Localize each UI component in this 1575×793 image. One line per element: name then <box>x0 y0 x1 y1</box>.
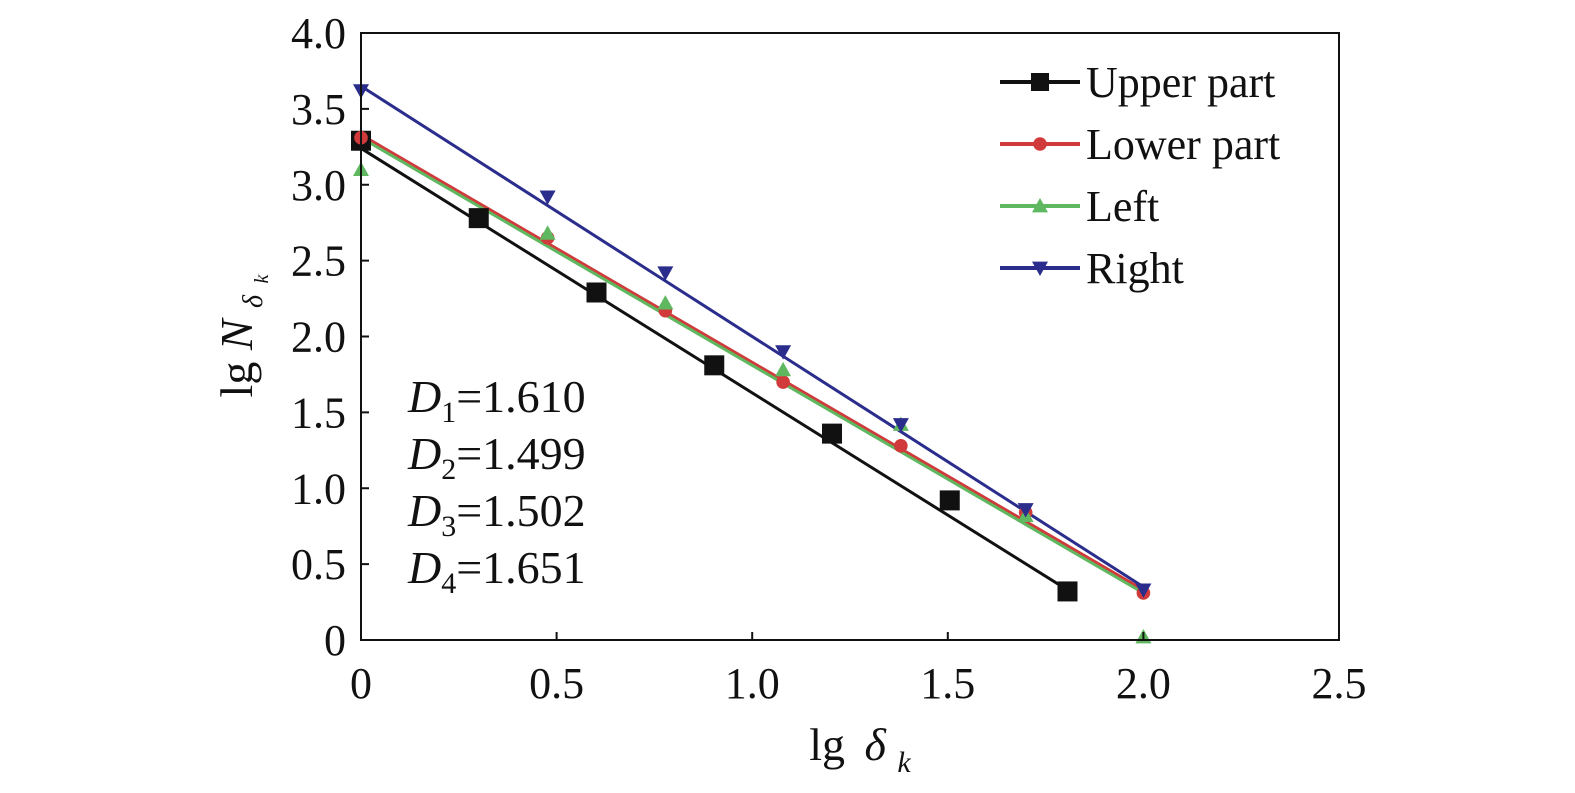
legend-label-right: Right <box>1086 244 1184 293</box>
fractal-dimension-3: D3=1.502 <box>407 485 586 543</box>
legend-marker-left <box>1032 198 1048 213</box>
x-axis: 0 0.5 1.0 1.5 2.0 2.5 <box>350 632 1367 708</box>
legend-label-left: Left <box>1086 182 1159 231</box>
point-upper-part <box>1057 581 1078 602</box>
y-tick-label: 0.5 <box>291 540 346 589</box>
x-tick-label: 0.5 <box>529 659 584 708</box>
point-right <box>539 190 556 205</box>
x-tick-label: 2.0 <box>1116 659 1171 708</box>
point-lower-part <box>894 438 908 453</box>
fit-line-left <box>360 136 1145 595</box>
legend-marker-lower-part <box>1033 137 1047 151</box>
y-tick-label: 4.0 <box>291 9 346 58</box>
y-axis: 0 0.5 1.0 1.5 2.0 2.5 3.0 3.5 4.0 <box>291 9 369 665</box>
x-tick-label: 0 <box>350 659 372 708</box>
point-upper-part <box>586 282 607 303</box>
y-tick-label: 2.5 <box>291 237 346 286</box>
x-tick-label: 2.5 <box>1312 659 1367 708</box>
point-right <box>775 345 792 360</box>
x-axis-label: lg δ k <box>809 719 911 779</box>
y-axis-label: lg N δ k <box>211 273 273 397</box>
fractal-dimension-4: D4=1.651 <box>407 542 586 600</box>
point-upper-part <box>939 490 960 511</box>
point-left <box>775 361 792 377</box>
point-upper-part <box>704 355 725 376</box>
point-right <box>657 266 674 281</box>
point-lower-part <box>776 375 790 389</box>
point-right <box>1017 503 1034 518</box>
y-tick-label: 1.5 <box>291 388 346 437</box>
y-tick-label: 0 <box>324 616 346 665</box>
fractal-dimension-1: D1=1.610 <box>407 371 586 429</box>
point-right <box>892 418 909 433</box>
legend-label-upper-part: Upper part <box>1086 58 1275 107</box>
x-tick-label: 1.0 <box>725 659 780 708</box>
y-tick-label: 1.0 <box>291 464 346 513</box>
fit-line-right <box>360 84 1145 589</box>
y-tick-label: 3.0 <box>291 161 346 210</box>
point-left <box>539 225 556 240</box>
legend: Upper part Lower part Left Right <box>1000 58 1280 293</box>
point-upper-part <box>468 208 489 229</box>
fit-line-lower-part <box>360 133 1145 592</box>
legend-label-lower-part: Lower part <box>1086 120 1280 169</box>
fractal-dimension-2: D2=1.499 <box>407 428 586 486</box>
point-right <box>1135 583 1152 598</box>
legend-marker-upper-part <box>1031 73 1049 91</box>
x-tick-label: 1.5 <box>920 659 975 708</box>
y-tick-label: 3.5 <box>291 85 346 134</box>
markers <box>351 84 1152 644</box>
legend-marker-right <box>1032 261 1048 276</box>
point-upper-part <box>822 423 843 444</box>
y-tick-label: 2.0 <box>291 313 346 362</box>
point-left <box>657 295 674 310</box>
